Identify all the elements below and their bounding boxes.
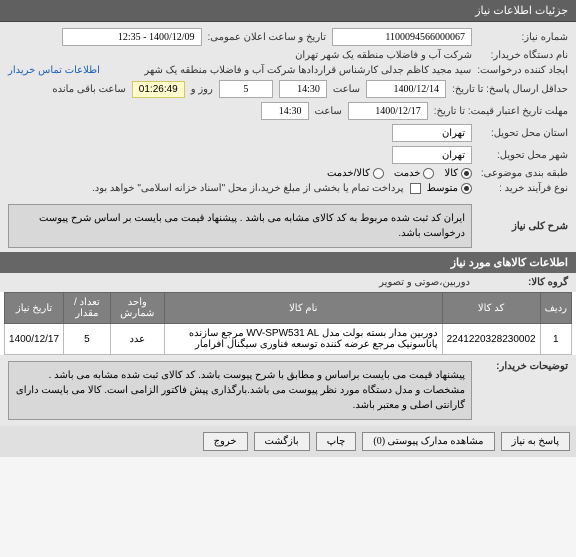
col-date: تاریخ نیاز [5,293,64,324]
table-row[interactable]: 1 2241220328230002 دوربین مدار بسته بولت… [5,324,572,355]
back-button[interactable]: بازگشت [254,432,310,451]
payment-note: پرداخت تمام یا بخشی از مبلغ خرید،از محل … [92,183,404,194]
niaz-no-input[interactable] [332,28,472,46]
radio-both[interactable]: کالا/خدمت [327,168,384,179]
cell-unit: عدد [110,324,164,355]
process-label: نوع فرآیند خرید : [478,183,568,194]
radio-medium-label: متوسط [427,183,458,194]
niaz-no-label: شماره نیاز: [478,32,568,43]
general-desc-box: ایران کد ثبت شده مربوط به کد کالای مشابه… [8,204,472,248]
items-table: ردیف کد کالا نام کالا واحد شمارش تعداد /… [4,292,572,355]
cell-code: 2241220328230002 [442,324,540,355]
city-input[interactable] [392,146,472,164]
contact-link[interactable]: اطلاعات تماس خریدار [8,65,100,76]
page-header: جزئیات اطلاعات نیاز [0,0,576,22]
radio-medium[interactable]: متوسط [427,183,472,194]
time-label-1: ساعت [333,84,360,95]
location-input[interactable] [392,124,472,142]
items-table-wrap: ردیف کد کالا نام کالا واحد شمارش تعداد /… [0,292,576,355]
header-title: جزئیات اطلاعات نیاز [475,5,568,17]
radio-service-circle [423,168,434,179]
cell-qty: 5 [64,324,111,355]
quote-deadline-label: مهلت تاریخ اعتبار قیمت: تا تاریخ: [434,106,568,117]
city-label: شهر محل تحویل: [478,150,568,161]
radio-both-label: کالا/خدمت [327,168,370,179]
radio-goods-label: کالا [444,168,458,179]
deadline-label: حداقل ارسال پاسخ: تا تاریخ: [452,84,568,95]
general-desc-title: شرح کلی نیاز [478,221,568,232]
exit-button[interactable]: خروج [203,432,248,451]
buyer-notes-label: توضیحات خریدار: [478,361,568,372]
print-button[interactable]: چاپ [316,432,357,451]
quote-date-input[interactable] [348,102,428,120]
radio-medium-circle [461,183,472,194]
buyer-notes-box: پیشنهاد قیمت می بایست براساس و مطابق با … [8,361,472,420]
deadline-time-input[interactable] [279,80,327,98]
general-desc-text: ایران کد ثبت شده مربوط به کد کالای مشابه… [39,213,465,239]
buyer-value: شرکت آب و فاضلاب منطقه یک شهر تهران [295,50,472,61]
radio-service-label: خدمت [394,168,421,179]
quote-time-input[interactable] [261,102,309,120]
category-radio-group: کالا خدمت کالا/خدمت [327,168,472,179]
creator-value: سید مجید کاظم جدلی کارشناس قراردادها شرک… [106,65,471,76]
days-remain-input[interactable] [219,80,273,98]
creator-label: ایجاد کننده درخواست: [477,65,568,76]
radio-goods[interactable]: کالا [444,168,472,179]
radio-both-circle [373,168,384,179]
radio-service[interactable]: خدمت [394,168,435,179]
buyer-label: نام دستگاه خریدار: [478,50,568,61]
group-label: گروه کالا: [478,277,568,288]
deadline-date-input[interactable] [366,80,446,98]
group-value: دوربین،صوتی و تصویر [379,277,470,288]
location-label: استان محل تحویل: [478,128,568,139]
remain-text: ساعت باقی مانده [52,84,125,95]
reply-button[interactable]: پاسخ به نیاز [501,432,571,451]
cell-name: دوربین مدار بسته بولت مدل WV-SPW531 AL م… [164,324,442,355]
form-area: شماره نیاز: تاریخ و ساعت اعلان عمومی: نا… [0,22,576,200]
col-unit: واحد شمارش [110,293,164,324]
col-name: نام کالا [164,293,442,324]
countdown-timer: 01:26:49 [132,81,185,98]
cell-idx: 1 [540,324,571,355]
attachments-button[interactable]: مشاهده مدارک پیوستی (0) [362,432,494,451]
time-label-2: ساعت [315,106,342,117]
buyer-notes-text: پیشنهاد قیمت می بایست براساس و مطابق با … [16,370,465,411]
col-code: کد کالا [442,293,540,324]
col-row: ردیف [540,293,571,324]
cell-date: 1400/12/17 [5,324,64,355]
announce-label: تاریخ و ساعت اعلان عمومی: [208,32,327,43]
items-section-title: اطلاعات کالاهای مورد نیاز [0,252,576,273]
button-row: پاسخ به نیاز مشاهده مدارک پیوستی (0) چاپ… [0,426,576,457]
announce-input[interactable] [62,28,202,46]
radio-goods-circle [461,168,472,179]
day-and-text: روز و [191,84,213,95]
process-radio-group: متوسط [427,183,472,194]
category-label: طبقه بندی موضوعی: [478,168,568,179]
payment-checkbox[interactable] [410,183,421,194]
col-qty: تعداد / مقدار [64,293,111,324]
